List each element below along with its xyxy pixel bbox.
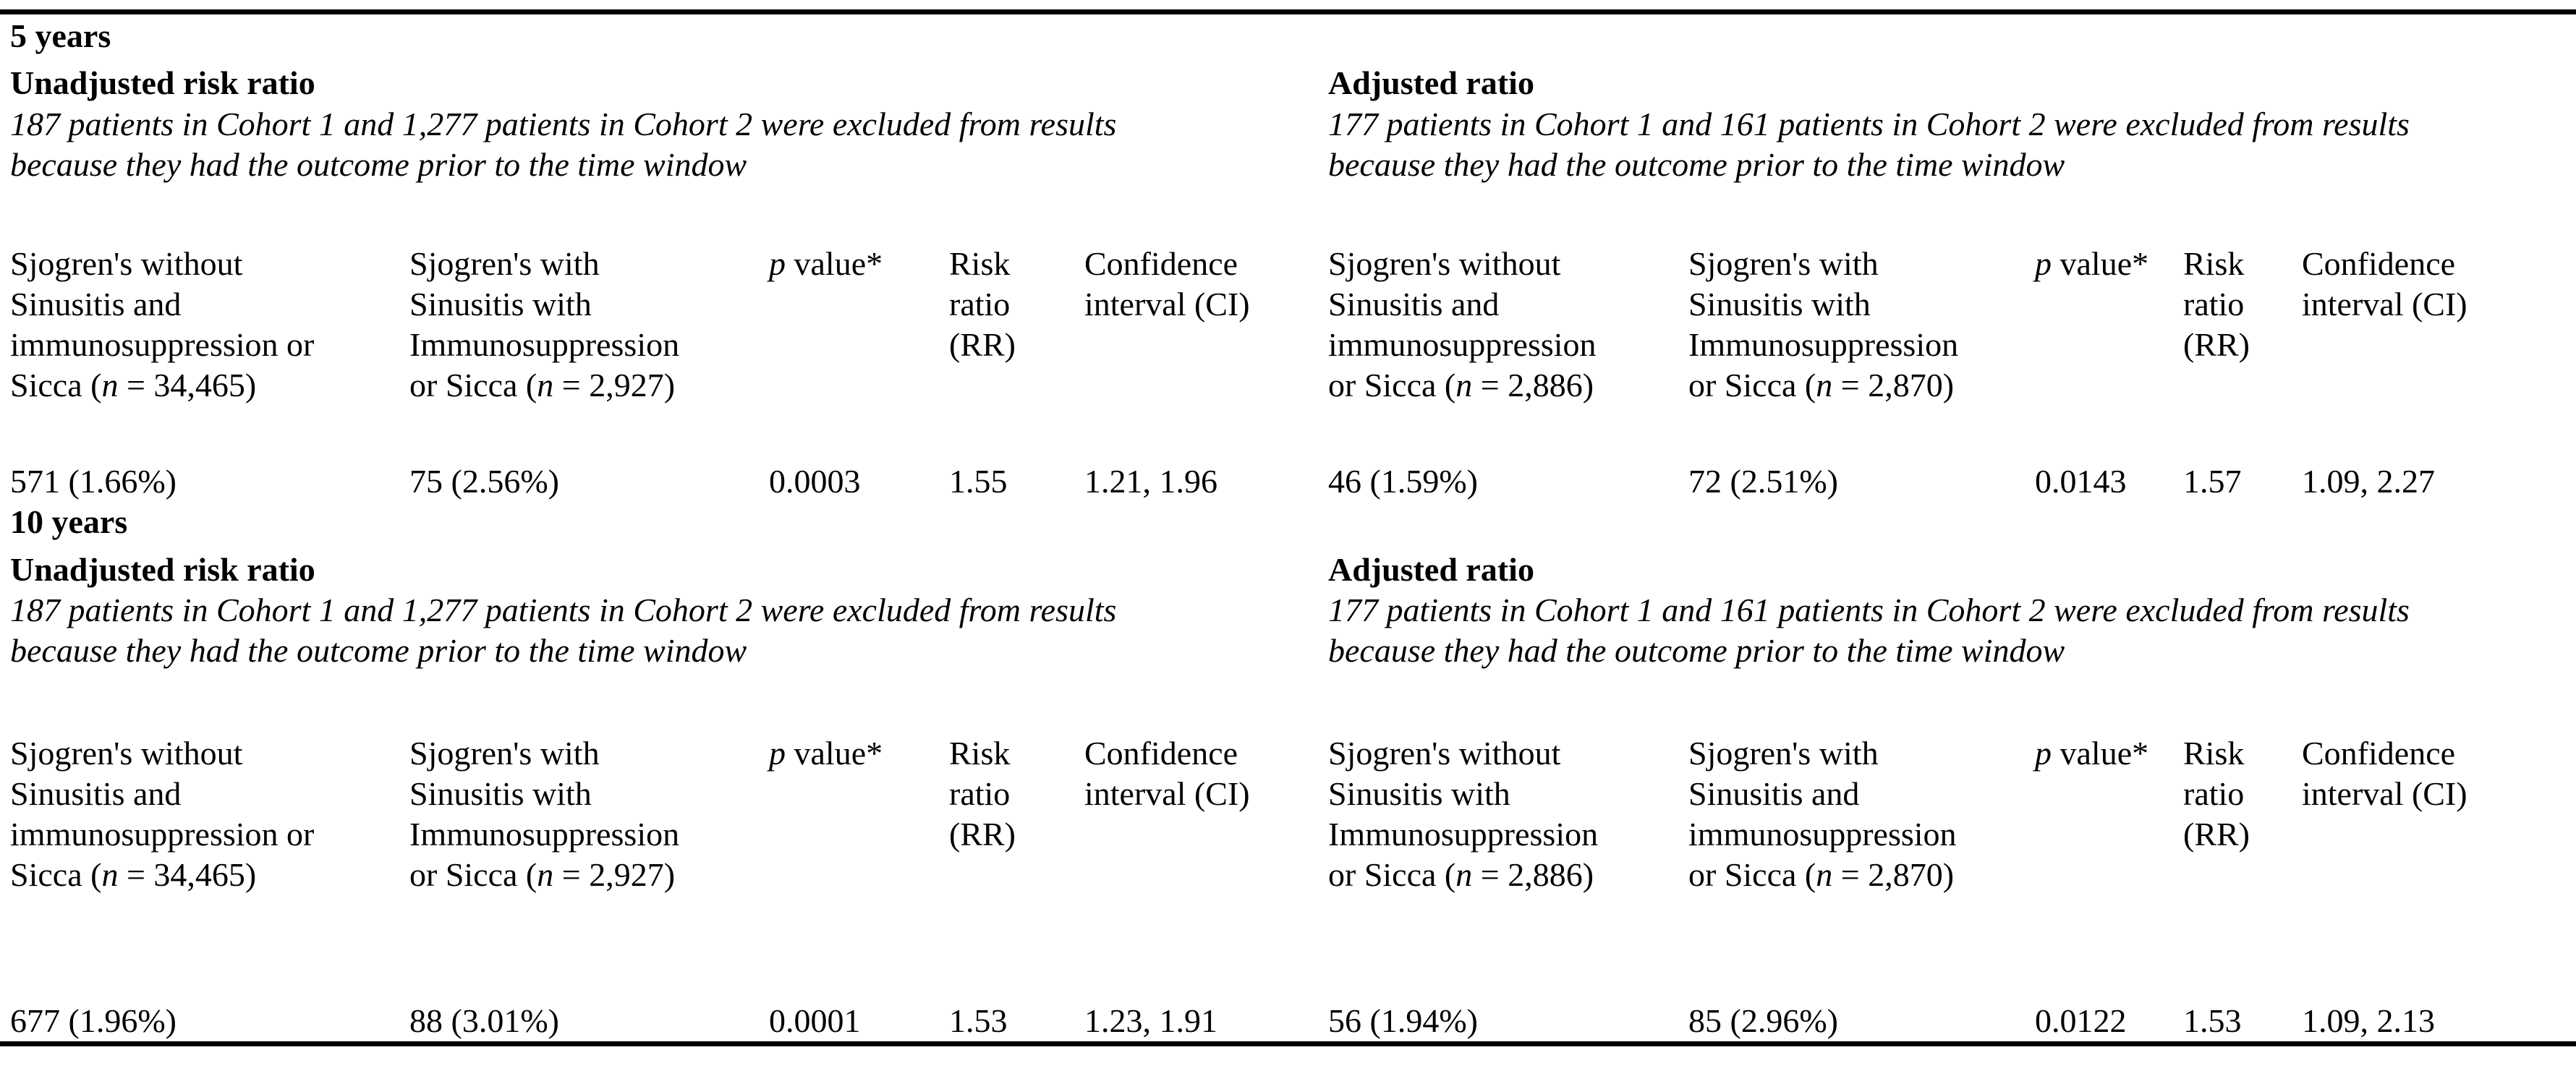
value-rr-adjusted-5y: 1.57 [2183,463,2242,500]
value-cohort2-events-adjusted-5y: 72 (2.51%) [1688,463,1838,500]
risk-ratio-table: 5 years Unadjusted risk ratio Adjusted r… [0,9,2576,1046]
header-cohort1-adjusted-10y: Sjogren's without Sinusitis with Immunos… [1328,735,1599,893]
header-cohort2-unadjusted-5y: Sjogren's with Sinusitis with Immunosupp… [409,245,680,404]
header-cohort1-unadjusted-10y: Sjogren's without Sinusitis and immunosu… [10,735,315,893]
value-p-unadjusted-5y: 0.0003 [769,463,861,500]
table-top-border [0,9,2576,14]
subtitle-row-10y: Unadjusted risk ratio Adjusted ratio [0,550,2576,590]
data-row-5y: 571 (1.66%) 75 (2.56%) 0.0003 1.55 1.21,… [0,461,2576,502]
section-title-5-years: 5 years [10,17,111,54]
header-row-5y: Sjogren's without Sinusitis and immunosu… [0,244,2576,406]
value-ci-adjusted-5y: 1.09, 2.27 [2302,463,2435,500]
header-confidence-interval-adjusted-5y: Confidence interval (CI) [2302,245,2467,323]
subtitle-adjusted-ratio-5y: Adjusted ratio [1328,64,1534,101]
value-ci-unadjusted-10y: 1.23, 1.91 [1084,1002,1217,1039]
value-ci-adjusted-10y: 1.09, 2.13 [2302,1002,2435,1039]
header-cohort2-adjusted-5y: Sjogren's with Sinusitis with Immunosupp… [1688,245,1959,404]
header-p-value-adjusted-10y: p value* [2035,735,2149,772]
header-confidence-interval-unadjusted-5y: Confidence interval (CI) [1084,245,1250,323]
header-cohort2-unadjusted-10y: Sjogren's with Sinusitis with Immunosupp… [409,735,680,893]
subtitle-unadjusted-risk-ratio-5y: Unadjusted risk ratio [10,64,315,101]
header-p-value-unadjusted-5y: p value* [769,245,883,282]
exclusion-note-adjusted-5y: 177 patients in Cohort 1 and 161 patient… [1328,106,2410,183]
header-p-value-adjusted-5y: p value* [2035,245,2149,282]
section-title-10-years: 10 years [10,503,128,540]
header-risk-ratio-unadjusted-5y: Risk ratio (RR) [949,245,1016,363]
section-row-period-10y: 10 years [0,502,2576,542]
header-cohort2-adjusted-10y: Sjogren's with Sinusitis and immunosuppr… [1688,735,1957,893]
header-cohort1-adjusted-5y: Sjogren's without Sinusitis and immunosu… [1328,245,1597,404]
header-confidence-interval-unadjusted-10y: Confidence interval (CI) [1084,735,1250,812]
note-row-10y: 187 patients in Cohort 1 and 1,277 patie… [0,590,2576,671]
exclusion-note-unadjusted-10y: 187 patients in Cohort 1 and 1,277 patie… [10,592,1117,669]
value-cohort1-events-unadjusted-5y: 571 (1.66%) [10,463,177,500]
header-confidence-interval-adjusted-10y: Confidence interval (CI) [2302,735,2467,812]
value-cohort1-events-adjusted-10y: 56 (1.94%) [1328,1002,1478,1039]
value-cohort2-events-unadjusted-5y: 75 (2.56%) [409,463,559,500]
header-risk-ratio-adjusted-5y: Risk ratio (RR) [2183,245,2250,363]
table-bottom-border [0,1041,2576,1046]
value-rr-adjusted-10y: 1.53 [2183,1002,2242,1039]
value-rr-unadjusted-5y: 1.55 [949,463,1008,500]
value-rr-unadjusted-10y: 1.53 [949,1002,1008,1039]
data-row-10y: 677 (1.96%) 88 (3.01%) 0.0001 1.53 1.23,… [0,1001,2576,1041]
exclusion-note-adjusted-10y: 177 patients in Cohort 1 and 161 patient… [1328,592,2410,669]
header-p-value-unadjusted-10y: p value* [769,735,883,772]
subtitle-adjusted-ratio-10y: Adjusted ratio [1328,551,1534,588]
note-row-5y: 187 patients in Cohort 1 and 1,277 patie… [0,104,2576,185]
value-cohort2-events-adjusted-10y: 85 (2.96%) [1688,1002,1838,1039]
header-cohort1-unadjusted-5y: Sjogren's without Sinusitis and immunosu… [10,245,315,404]
value-cohort1-events-unadjusted-10y: 677 (1.96%) [10,1002,177,1039]
header-risk-ratio-adjusted-10y: Risk ratio (RR) [2183,735,2250,853]
section-row-period-5y: 5 years [0,16,2576,56]
header-row-10y: Sjogren's without Sinusitis and immunosu… [0,733,2576,895]
value-cohort2-events-unadjusted-10y: 88 (3.01%) [409,1002,559,1039]
exclusion-note-unadjusted-5y: 187 patients in Cohort 1 and 1,277 patie… [10,106,1117,183]
header-risk-ratio-unadjusted-10y: Risk ratio (RR) [949,735,1016,853]
subtitle-row-5y: Unadjusted risk ratio Adjusted ratio [0,63,2576,103]
value-p-unadjusted-10y: 0.0001 [769,1002,861,1039]
value-p-adjusted-10y: 0.0122 [2035,1002,2127,1039]
value-ci-unadjusted-5y: 1.21, 1.96 [1084,463,1217,500]
value-cohort1-events-adjusted-5y: 46 (1.59%) [1328,463,1478,500]
value-p-adjusted-5y: 0.0143 [2035,463,2127,500]
subtitle-unadjusted-risk-ratio-10y: Unadjusted risk ratio [10,551,315,588]
